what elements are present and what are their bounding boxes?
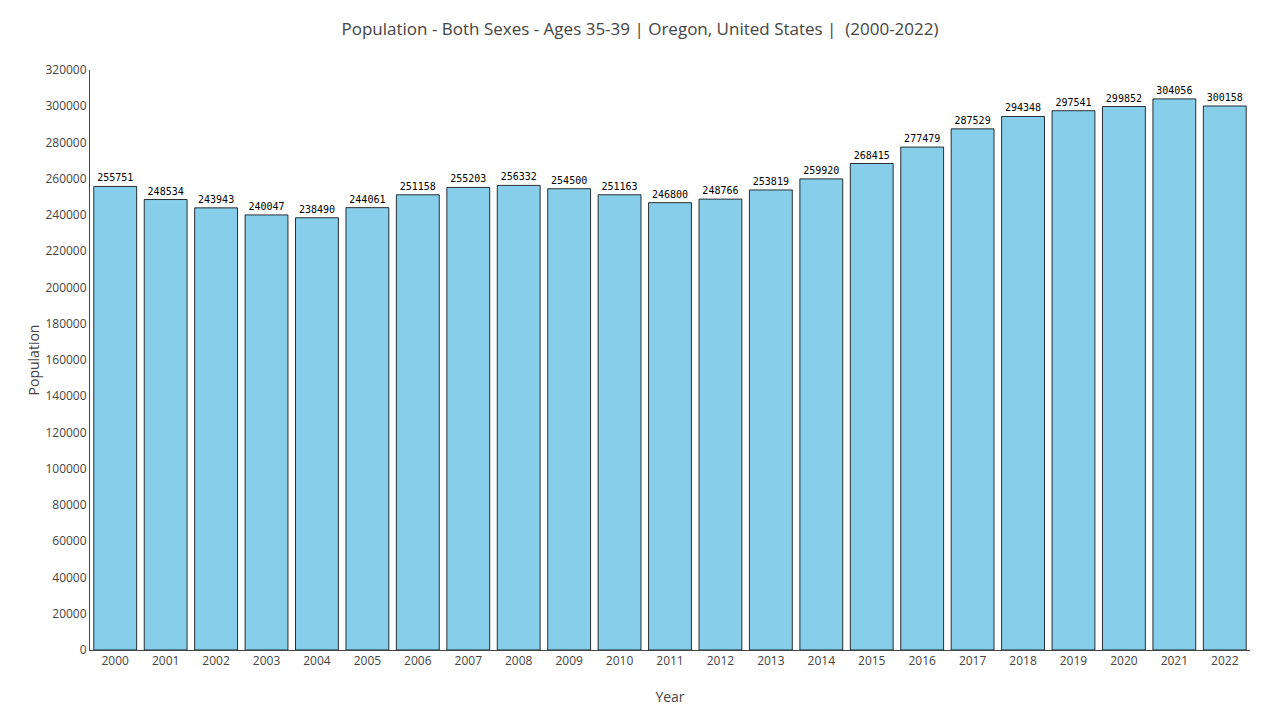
svg-text:255203: 255203 bbox=[450, 173, 486, 184]
svg-text:60000: 60000 bbox=[52, 532, 86, 549]
svg-text:2002: 2002 bbox=[202, 652, 230, 669]
svg-text:244061: 244061 bbox=[349, 194, 385, 205]
svg-text:2005: 2005 bbox=[354, 652, 382, 669]
svg-text:255751: 255751 bbox=[97, 172, 133, 183]
svg-text:246800: 246800 bbox=[652, 189, 688, 200]
svg-text:2004: 2004 bbox=[303, 652, 331, 669]
svg-text:2013: 2013 bbox=[757, 652, 785, 669]
svg-text:240047: 240047 bbox=[248, 201, 284, 212]
svg-text:2015: 2015 bbox=[858, 652, 886, 669]
svg-text:248766: 248766 bbox=[702, 185, 738, 196]
svg-text:254500: 254500 bbox=[551, 175, 587, 186]
svg-text:2009: 2009 bbox=[555, 652, 583, 669]
svg-text:2012: 2012 bbox=[707, 652, 735, 669]
svg-text:Population: Population bbox=[24, 325, 43, 396]
svg-text:240000: 240000 bbox=[45, 206, 86, 223]
svg-text:256332: 256332 bbox=[501, 171, 537, 182]
svg-text:100000: 100000 bbox=[45, 460, 86, 477]
svg-text:2016: 2016 bbox=[908, 652, 936, 669]
svg-text:2018: 2018 bbox=[1009, 652, 1037, 669]
svg-text:253819: 253819 bbox=[753, 176, 789, 187]
svg-text:2010: 2010 bbox=[606, 652, 634, 669]
svg-text:Population - Both Sexes - Ages: Population - Both Sexes - Ages 35-39 | O… bbox=[341, 17, 938, 40]
svg-text:287529: 287529 bbox=[955, 115, 991, 126]
svg-text:2006: 2006 bbox=[404, 652, 432, 669]
svg-text:2001: 2001 bbox=[152, 652, 179, 669]
svg-text:280000: 280000 bbox=[45, 134, 86, 151]
svg-text:260000: 260000 bbox=[45, 170, 86, 187]
svg-text:2008: 2008 bbox=[505, 652, 533, 669]
svg-text:2011: 2011 bbox=[656, 652, 683, 669]
svg-text:200000: 200000 bbox=[45, 279, 86, 296]
svg-text:2003: 2003 bbox=[253, 652, 281, 669]
svg-text:20000: 20000 bbox=[52, 605, 86, 622]
svg-text:Year: Year bbox=[655, 687, 684, 706]
svg-text:40000: 40000 bbox=[52, 569, 86, 586]
svg-text:2021: 2021 bbox=[1161, 652, 1188, 669]
svg-text:2019: 2019 bbox=[1060, 652, 1088, 669]
svg-text:304056: 304056 bbox=[1156, 85, 1192, 96]
svg-text:2007: 2007 bbox=[455, 652, 483, 669]
svg-text:251158: 251158 bbox=[400, 181, 436, 192]
svg-text:238490: 238490 bbox=[299, 204, 335, 215]
svg-text:248534: 248534 bbox=[148, 186, 184, 197]
svg-text:120000: 120000 bbox=[45, 424, 86, 441]
svg-text:243943: 243943 bbox=[198, 194, 234, 205]
svg-text:220000: 220000 bbox=[45, 242, 86, 259]
svg-text:2017: 2017 bbox=[959, 652, 987, 669]
svg-text:2000: 2000 bbox=[101, 652, 129, 669]
svg-text:251163: 251163 bbox=[602, 181, 638, 192]
svg-text:180000: 180000 bbox=[45, 315, 86, 332]
svg-text:259920: 259920 bbox=[803, 165, 839, 176]
svg-text:294348: 294348 bbox=[1005, 102, 1041, 113]
svg-text:2020: 2020 bbox=[1110, 652, 1138, 669]
svg-text:160000: 160000 bbox=[45, 351, 86, 368]
svg-text:297541: 297541 bbox=[1055, 97, 1091, 108]
svg-text:80000: 80000 bbox=[52, 496, 86, 513]
svg-text:299852: 299852 bbox=[1106, 93, 1142, 104]
svg-text:320000: 320000 bbox=[45, 61, 86, 78]
svg-text:0: 0 bbox=[80, 641, 87, 658]
svg-text:2022: 2022 bbox=[1211, 652, 1239, 669]
svg-text:140000: 140000 bbox=[45, 387, 86, 404]
svg-text:277479: 277479 bbox=[904, 133, 940, 144]
svg-text:300000: 300000 bbox=[45, 97, 86, 114]
svg-text:2014: 2014 bbox=[808, 652, 836, 669]
svg-text:268415: 268415 bbox=[854, 150, 890, 161]
svg-text:300158: 300158 bbox=[1207, 92, 1243, 103]
